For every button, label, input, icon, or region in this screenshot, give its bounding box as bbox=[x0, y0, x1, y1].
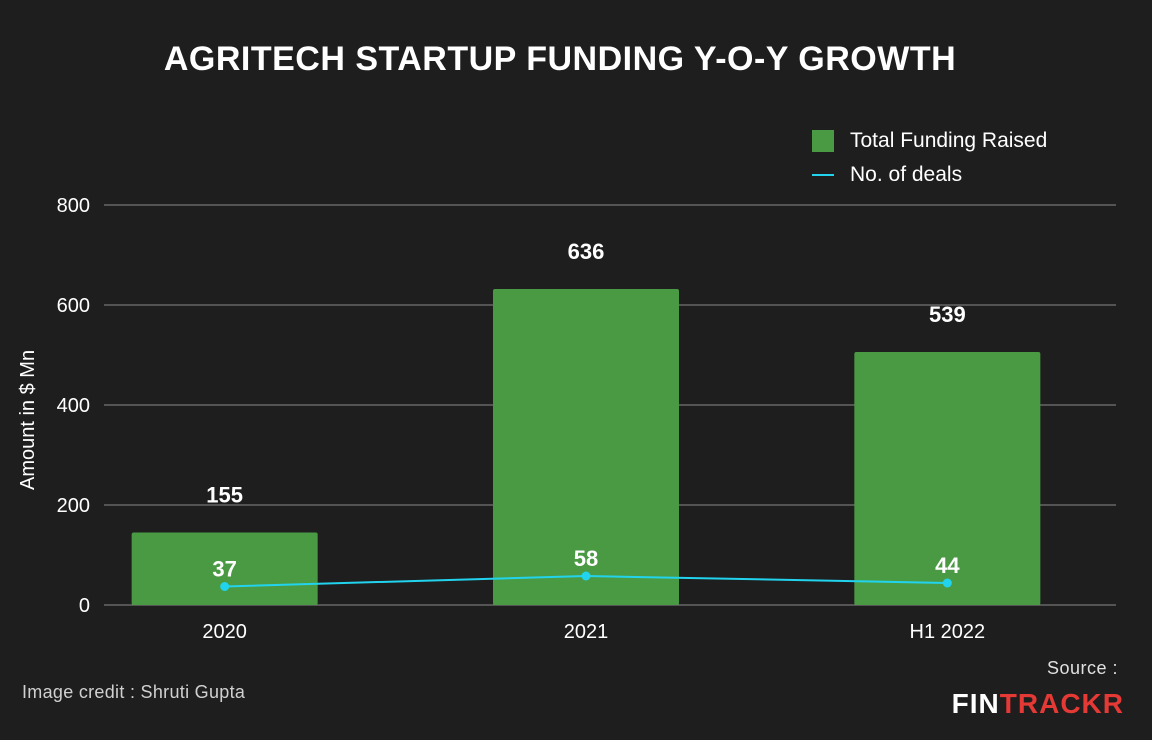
x-tick-label: H1 2022 bbox=[910, 621, 986, 643]
legend-swatch-bar bbox=[812, 130, 834, 152]
y-axis-label: Amount in $ Mn bbox=[17, 350, 39, 490]
legend-label-deals: No. of deals bbox=[850, 163, 963, 186]
bar-data-label: 155 bbox=[206, 483, 243, 508]
logo-part-trackr: TRACKR bbox=[999, 688, 1124, 719]
logo-part-fin: FIN bbox=[951, 688, 1000, 719]
deals-data-label: 44 bbox=[935, 553, 960, 578]
chart-plot: 0 200 400 600 800 Amount in $ Mn 155 636 539 37 58… bbox=[17, 195, 1116, 643]
bar bbox=[493, 289, 679, 605]
image-credit: Image credit : Shruti Gupta bbox=[22, 682, 246, 702]
x-tick-label: 2020 bbox=[202, 621, 247, 643]
source-label: Source : bbox=[1046, 658, 1118, 678]
y-tick-label: 400 bbox=[57, 395, 90, 417]
deals-data-label: 37 bbox=[212, 557, 236, 582]
chart-legend: Total Funding Raised No. of deals bbox=[812, 124, 1047, 192]
legend-item-deals: No. of deals bbox=[812, 158, 1047, 192]
x-tick-label: 2021 bbox=[564, 621, 609, 643]
legend-swatch-line bbox=[812, 174, 834, 176]
legend-item-funding: Total Funding Raised bbox=[812, 124, 1047, 158]
deals-data-label: 58 bbox=[574, 546, 598, 571]
deals-point bbox=[942, 578, 952, 588]
deals-point bbox=[220, 582, 230, 591]
bar-data-label: 539 bbox=[929, 302, 966, 327]
bar bbox=[131, 532, 318, 605]
y-tick-label: 600 bbox=[57, 295, 90, 317]
legend-label-funding: Total Funding Raised bbox=[850, 129, 1048, 152]
y-tick-label: 800 bbox=[57, 195, 90, 217]
chart-title: AGRITECH STARTUP FUNDING Y-O-Y GROWTH bbox=[163, 40, 957, 78]
fintrackr-logo: FINTRACKR bbox=[952, 688, 1124, 720]
bar-data-label: 636 bbox=[568, 239, 605, 264]
deals-point bbox=[581, 571, 591, 581]
y-tick-label: 0 bbox=[79, 595, 90, 617]
bar bbox=[854, 352, 1041, 605]
y-tick-label: 200 bbox=[57, 495, 90, 517]
